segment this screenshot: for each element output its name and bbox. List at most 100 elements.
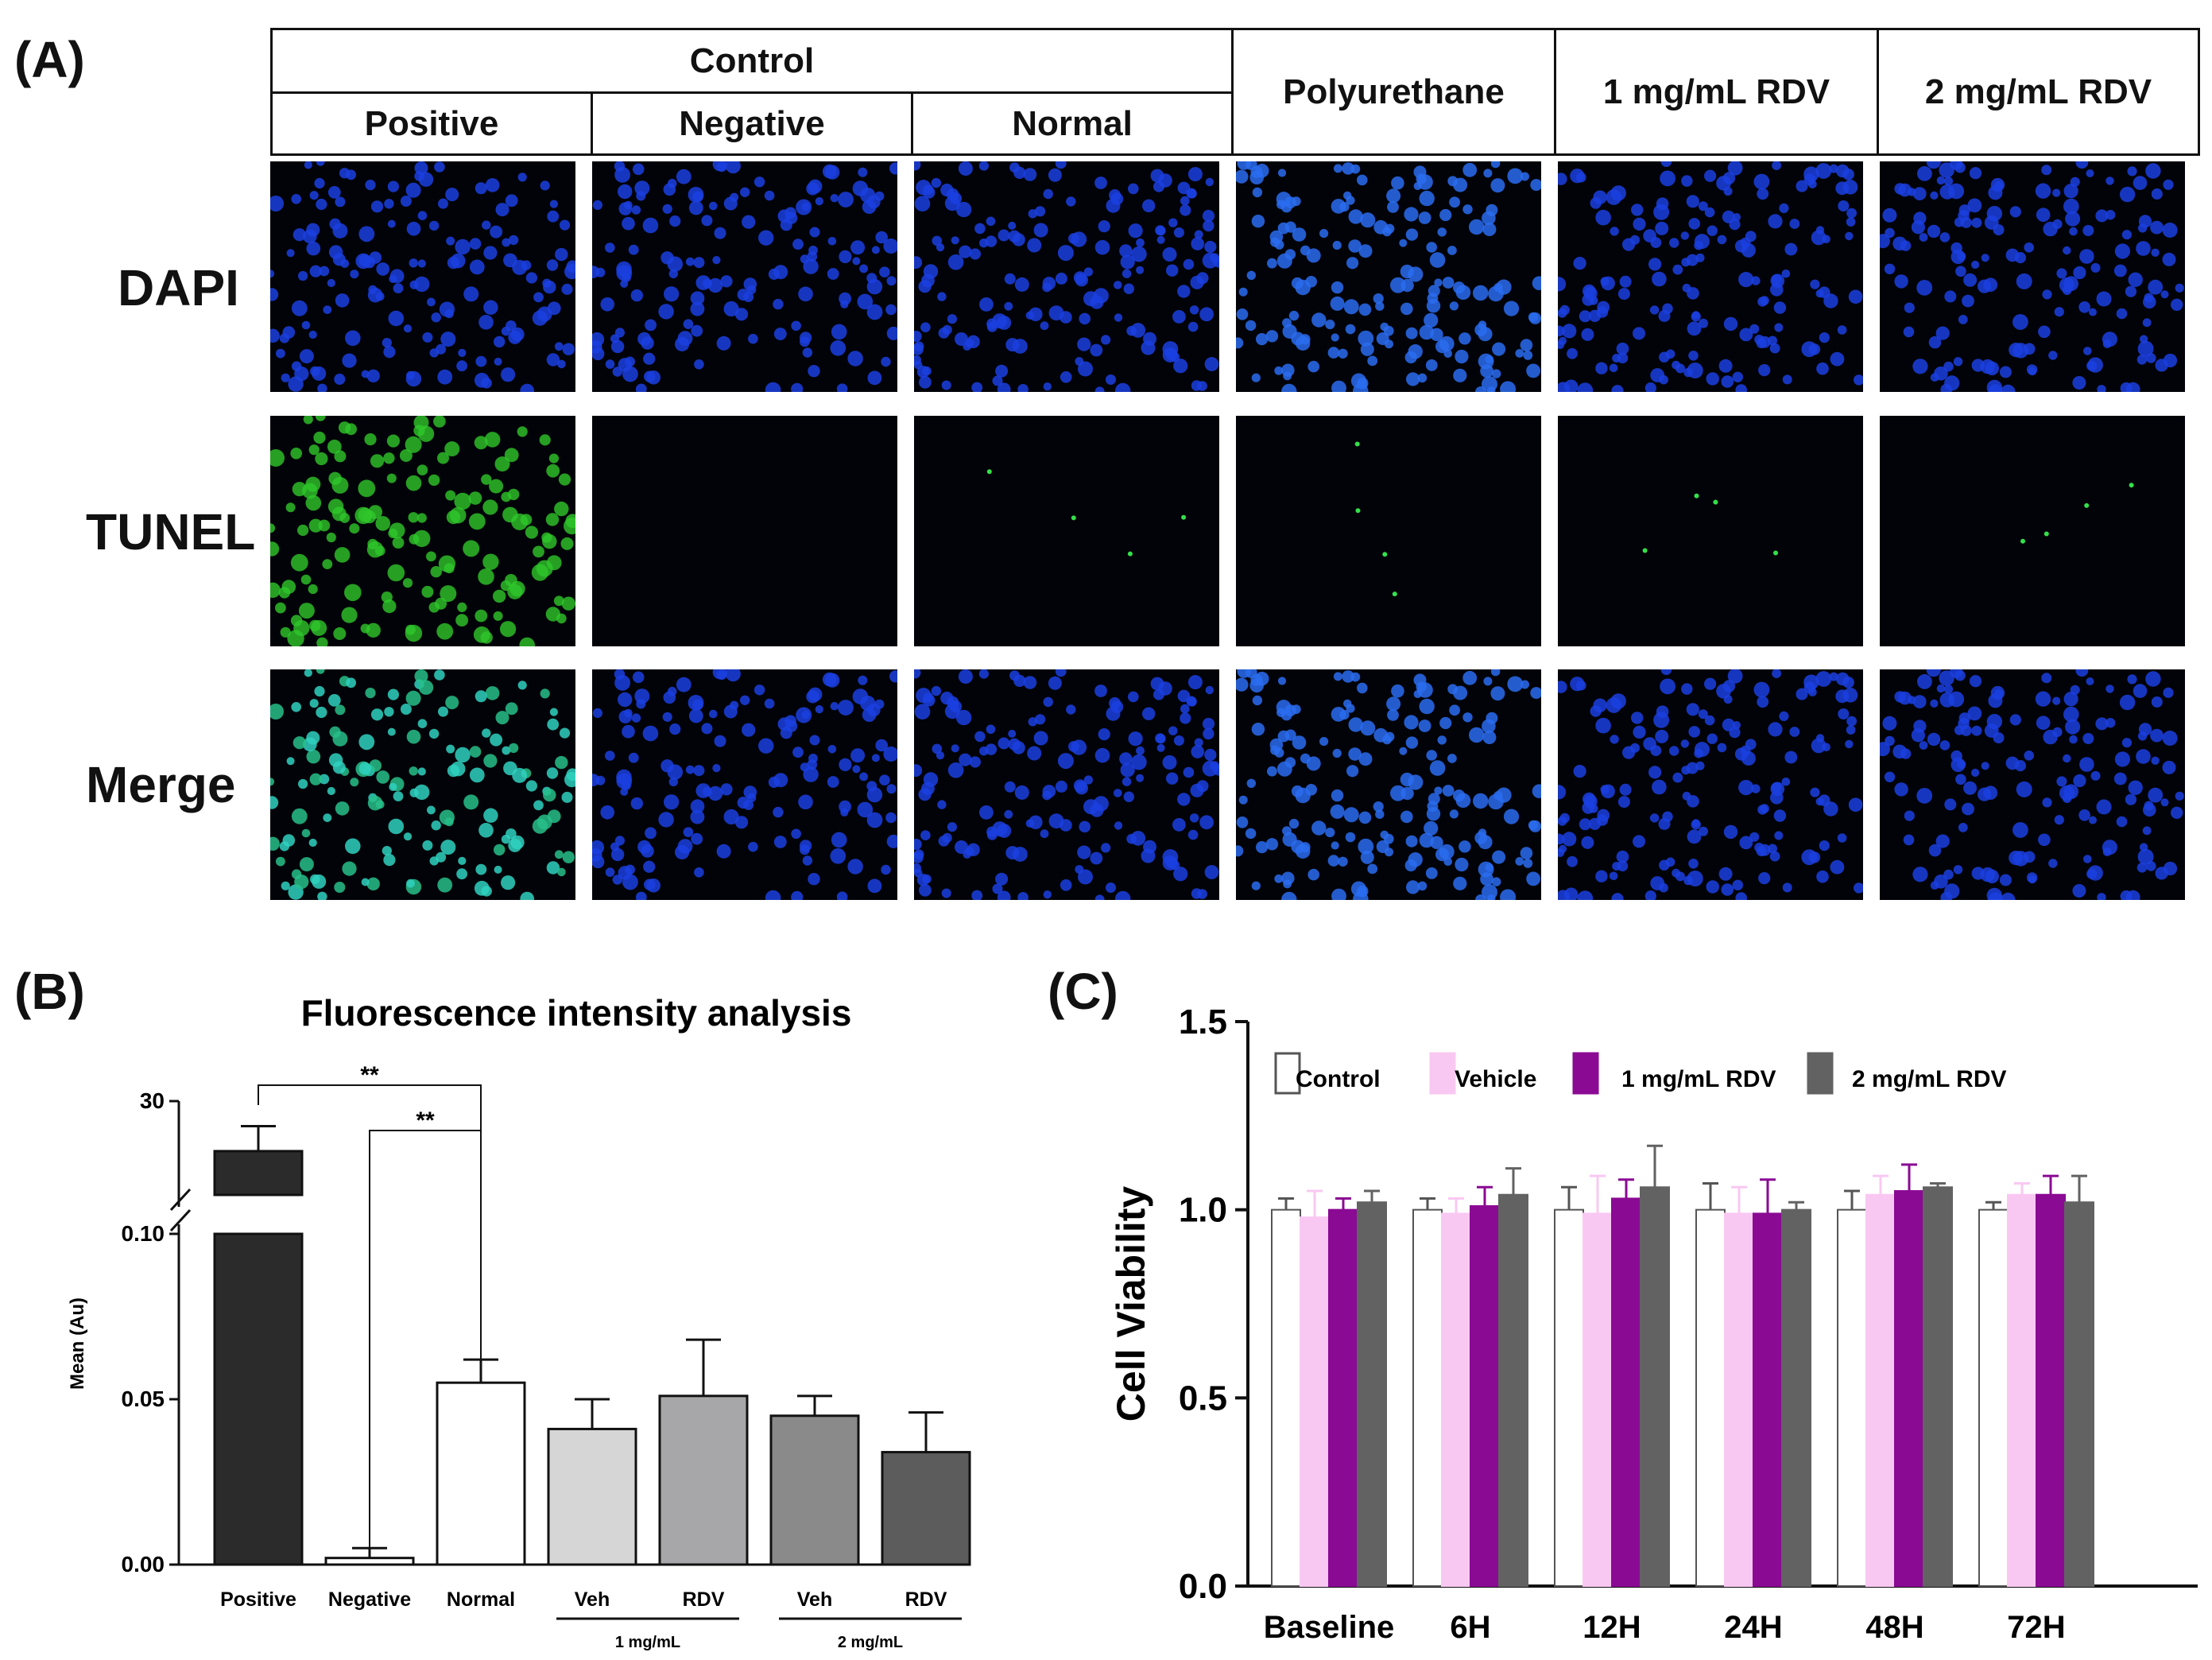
chart-c-bar <box>1412 1208 1443 1587</box>
chart-c-bar <box>2036 1193 2066 1587</box>
micrograph-merge-positive <box>270 669 575 900</box>
chart-b-x-tick-label: Normal <box>447 1588 515 1611</box>
chart-b-x-tick-label: Negative <box>328 1588 411 1611</box>
chart-c-y-tick-label: 0.0 <box>1179 1567 1227 1606</box>
chart-c-bar <box>1781 1208 1811 1587</box>
chart-b-x-tick-label: Veh <box>797 1588 832 1611</box>
chart-b-sig-label: ** <box>416 1107 435 1134</box>
chart-c-x-tick-label: 12H <box>1582 1610 1641 1645</box>
chart-b-bar <box>213 1150 304 1197</box>
chart-b-x-tick-label: RDV <box>683 1588 725 1611</box>
chart-c-bar <box>1554 1208 1584 1587</box>
chart-b-sig-bracket <box>258 1084 482 1133</box>
micrograph-dapi-positive <box>270 161 575 392</box>
chart-b-y-tick-label: 0.10 <box>122 1221 165 1246</box>
chart-b-axis-break <box>169 1208 192 1232</box>
chart-b-sig-label: ** <box>360 1062 379 1088</box>
chart-c-bar <box>1271 1208 1301 1587</box>
chart-c-legend-label: 1 mg/mL RDV <box>1621 1066 1776 1092</box>
chart-c-y-tick-label: 1.5 <box>1179 1003 1227 1041</box>
header-polyurethane: Polyurethane <box>1231 28 1556 156</box>
chart-b-ylabel: Mean (Au) <box>67 1297 88 1390</box>
chart-c-bar <box>1357 1201 1387 1587</box>
chart-c-legend-swatch <box>1429 1052 1456 1095</box>
chart-b-x-tick-label: Positive <box>220 1588 296 1611</box>
chart-c-bar <box>1695 1208 1726 1587</box>
chart-c-legend-swatch <box>1274 1052 1301 1095</box>
micrograph-dapi-polyurethane <box>1236 161 1541 392</box>
chart-c-bar <box>1865 1193 1896 1587</box>
chart-c-x-tick-label: 72H <box>2007 1610 2065 1645</box>
chart-c-bar <box>1441 1212 1471 1587</box>
chart-c-bar <box>1582 1212 1613 1587</box>
chart-b-y-tick-label: 0.05 <box>122 1387 165 1411</box>
header-1mg-rdv: 1 mg/mL RDV <box>1554 28 1879 156</box>
chart-c-legend-swatch <box>1807 1052 1834 1095</box>
subheader-positive: Positive <box>270 91 593 156</box>
chart-b-group-label: 1 mg/mL <box>615 1634 680 1651</box>
chart-b-bar <box>213 1232 304 1566</box>
subheader-normal: Normal <box>911 91 1234 156</box>
chart-c-bar <box>1640 1186 1670 1587</box>
micrograph-dapi-1mg-rdv <box>1558 161 1863 392</box>
chart-c-bar <box>1498 1193 1528 1587</box>
chart-b-y-tick-label: 0.00 <box>122 1552 165 1577</box>
row-label-tunel: TUNEL <box>86 503 256 560</box>
micrograph-tunel-negative <box>592 416 897 646</box>
chart-c-bar <box>1894 1190 1924 1587</box>
panel-a-letter: (A) <box>14 31 85 88</box>
micrograph-tunel-normal <box>914 416 1219 646</box>
chart-fluorescence: Fluorescence intensity analysis Mean (Au)… <box>67 992 971 1651</box>
chart-c-x-tick-label: 48H <box>1865 1610 1923 1645</box>
chart-c-x-tick-label: 6H <box>1450 1610 1490 1645</box>
chart-b-group-label: 2 mg/mL <box>838 1634 903 1651</box>
chart-c-y-tick-label: 1.0 <box>1179 1191 1227 1230</box>
row-label-merge: Merge <box>86 756 236 813</box>
micrograph-dapi-negative <box>592 161 897 392</box>
chart-c-bar <box>1753 1212 1783 1587</box>
chart-c-legend-label: Control <box>1296 1066 1381 1092</box>
chart-b-bar <box>324 1557 415 1566</box>
panel-c-letter: (C) <box>1048 963 1118 1020</box>
chart-c-y-tick-label: 0.5 <box>1179 1379 1227 1418</box>
micrograph-merge-negative <box>592 669 897 900</box>
micrograph-tunel-2mg-rdv <box>1880 416 2185 646</box>
chart-b-y-tick-label: 30 <box>140 1088 165 1113</box>
chart-b-title: Fluorescence intensity analysis <box>301 992 852 1034</box>
chart-b-x-tick-label: Veh <box>575 1588 610 1611</box>
micrograph-tunel-polyurethane <box>1236 416 1541 646</box>
micrograph-merge-polyurethane <box>1236 669 1541 900</box>
micrograph-tunel-1mg-rdv <box>1558 416 1863 646</box>
chart-c-x-tick-label: 24H <box>1724 1610 1782 1645</box>
chart-b-bar <box>547 1427 637 1566</box>
chart-c-legend-swatch <box>1572 1052 1599 1095</box>
chart-cell-viability: Cell Viability 0.0 0.5 1.0 1.5 Baseline 6H 12H 2… <box>1109 1003 2198 1645</box>
chart-b-axis-break <box>169 1188 192 1212</box>
chart-b-bar <box>436 1381 526 1566</box>
chart-c-bar <box>1978 1208 2009 1587</box>
chart-c-bar <box>2064 1201 2094 1587</box>
chart-c-bar <box>1837 1208 1867 1587</box>
chart-c-legend-label: Vehicle <box>1455 1066 1536 1092</box>
micrograph-tunel-positive <box>270 416 575 646</box>
chart-c-ylabel: Cell Viability <box>1109 1186 1153 1422</box>
chart-c-bar <box>1724 1212 1754 1587</box>
micrograph-dapi-2mg-rdv <box>1880 161 2185 392</box>
chart-b-bar <box>769 1414 860 1566</box>
chart-c-bar <box>2007 1193 2037 1587</box>
chart-c-bar <box>1611 1197 1641 1587</box>
chart-c-bar <box>1923 1186 1953 1587</box>
chart-c-legend-label: 2 mg/mL RDV <box>1852 1066 2007 1092</box>
chart-b-x-tick-label: RDV <box>905 1588 947 1611</box>
chart-c-x-tick-label: Baseline <box>1264 1610 1395 1645</box>
chart-c-bar <box>1300 1216 1330 1587</box>
header-control: Control <box>270 28 1234 94</box>
micrograph-merge-1mg-rdv <box>1558 669 1863 900</box>
chart-b-sig-bracket <box>369 1130 482 1558</box>
subheader-negative: Negative <box>591 91 913 156</box>
header-2mg-rdv: 2 mg/mL RDV <box>1877 28 2200 156</box>
micrograph-merge-normal <box>914 669 1219 900</box>
micrograph-dapi-normal <box>914 161 1219 392</box>
chart-b-bar <box>658 1394 749 1566</box>
row-label-dapi: DAPI <box>118 259 239 316</box>
